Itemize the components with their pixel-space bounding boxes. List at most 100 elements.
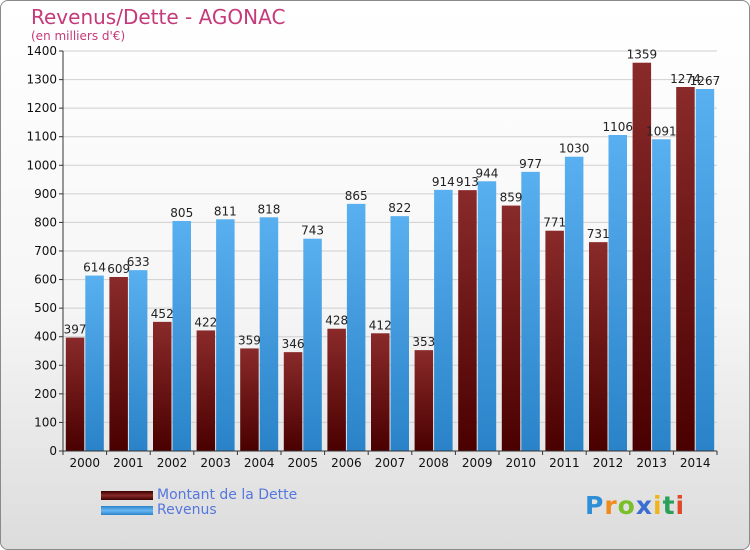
- y-tick-label: 300: [34, 358, 57, 372]
- data-label-revenus: 818: [257, 202, 280, 216]
- data-label-dette: 859: [500, 191, 523, 205]
- chart-title: Revenus/Dette - AGONAC: [31, 5, 286, 29]
- data-label-revenus: 1267: [690, 74, 721, 88]
- x-tick-label: 2002: [157, 456, 188, 470]
- bar-revenus: [216, 219, 235, 451]
- proxiti-logo: Proxiti: [585, 491, 685, 520]
- bar-revenus: [346, 203, 366, 451]
- bar-dette: [545, 230, 564, 451]
- data-label-dette: 359: [238, 333, 261, 347]
- x-tick-label: 2004: [244, 456, 275, 470]
- legend-item-revenus: Revenus: [101, 502, 217, 518]
- bar-dette: [240, 348, 259, 451]
- data-label-dette: 428: [325, 314, 348, 328]
- y-tick-label: 1100: [26, 130, 57, 144]
- bar-revenus: [434, 189, 453, 451]
- data-label-dette: 452: [151, 307, 174, 321]
- legend-label-revenus: Revenus: [157, 502, 217, 518]
- data-label-revenus: 1030: [559, 142, 590, 156]
- x-tick-label: 2010: [506, 456, 537, 470]
- data-label-revenus: 743: [301, 224, 324, 238]
- y-tick-label: 1400: [26, 44, 57, 58]
- y-tick-label: 1200: [26, 101, 57, 115]
- data-label-dette: 397: [64, 323, 87, 337]
- bar-dette: [501, 205, 521, 451]
- y-tick-label: 600: [34, 273, 57, 287]
- bar-dette: [327, 328, 346, 451]
- bar-dette: [153, 321, 172, 451]
- x-tick-label: 2013: [636, 456, 667, 470]
- data-label-dette: 1274: [670, 72, 701, 86]
- logo-letter: x: [635, 491, 653, 520]
- y-tick-label: 400: [34, 330, 57, 344]
- x-tick-label: 2009: [462, 456, 493, 470]
- x-tick-label: 2005: [288, 456, 319, 470]
- data-label-dette: 412: [369, 318, 392, 332]
- data-label-revenus: 1106: [602, 120, 633, 134]
- y-tick-label: 100: [34, 415, 57, 429]
- bar-revenus: [390, 216, 409, 451]
- bar-dette: [283, 352, 303, 451]
- y-tick-label: 500: [34, 301, 57, 315]
- logo-letter: o: [617, 491, 636, 520]
- bar-dette: [109, 277, 128, 451]
- x-tick-label: 2012: [593, 456, 624, 470]
- legend-swatch-debt: [101, 490, 153, 500]
- y-tick-label: 900: [34, 187, 57, 201]
- x-tick-label: 2008: [418, 456, 449, 470]
- bar-revenus: [172, 221, 191, 451]
- x-tick-label: 2006: [331, 456, 362, 470]
- x-tick-label: 2001: [113, 456, 144, 470]
- x-tick-label: 2011: [549, 456, 580, 470]
- legend-item-debt: Montant de la Dette: [101, 487, 297, 503]
- bars: [65, 62, 715, 452]
- data-label-revenus: 865: [345, 189, 368, 203]
- y-tick-label: 1300: [26, 73, 57, 87]
- bar-dette: [589, 242, 608, 451]
- data-label-dette: 422: [194, 315, 217, 329]
- logo-letter: i: [675, 491, 686, 520]
- data-label-dette: 771: [543, 216, 566, 230]
- data-label-dette: 353: [412, 335, 435, 349]
- y-tick-label: 700: [34, 244, 57, 258]
- legend-swatch-revenus: [101, 505, 153, 515]
- data-label-revenus: 614: [83, 261, 106, 275]
- data-label-revenus: 811: [214, 204, 237, 218]
- chart-subtitle: (en milliers d'€): [31, 29, 126, 43]
- bar-revenus: [521, 171, 540, 451]
- axes: 0 100 200 300 400 500 600 700 800 900 1000 1100 1200…: [26, 44, 718, 470]
- logo-letter: i: [653, 491, 663, 520]
- y-tick-label: 1000: [26, 158, 57, 172]
- x-tick-label: 2007: [375, 456, 406, 470]
- legend-label-debt: Montant de la Dette: [157, 487, 298, 503]
- bar-revenus: [608, 135, 627, 451]
- bar-dette: [414, 350, 434, 451]
- data-label-dette: 609: [107, 262, 130, 276]
- y-tick-label: 200: [34, 387, 57, 401]
- bar-dette: [65, 337, 85, 451]
- data-label-dette: 913: [456, 175, 479, 189]
- logo-letter: r: [604, 491, 618, 520]
- data-label-dette: 346: [282, 337, 305, 351]
- x-tick-label: 2000: [70, 456, 101, 470]
- bar-dette: [196, 330, 216, 451]
- y-tick-label: 800: [34, 215, 57, 229]
- bar-revenus: [303, 238, 322, 451]
- bar-dette: [371, 333, 390, 451]
- bar-revenus: [259, 217, 279, 451]
- data-label-revenus: 944: [475, 166, 498, 180]
- data-label-revenus: 822: [388, 201, 411, 215]
- bar-revenus: [564, 156, 584, 451]
- data-label-dette: 1359: [627, 48, 658, 62]
- x-tick-label: 2014: [680, 456, 711, 470]
- data-label-revenus: 1091: [646, 124, 677, 138]
- data-label-revenus: 914: [432, 175, 455, 189]
- logo-letter: P: [585, 491, 605, 520]
- data-label-revenus: 633: [127, 255, 150, 269]
- data-label-revenus: 977: [519, 157, 542, 171]
- data-label-dette: 731: [587, 227, 610, 241]
- bar-revenus: [652, 139, 671, 452]
